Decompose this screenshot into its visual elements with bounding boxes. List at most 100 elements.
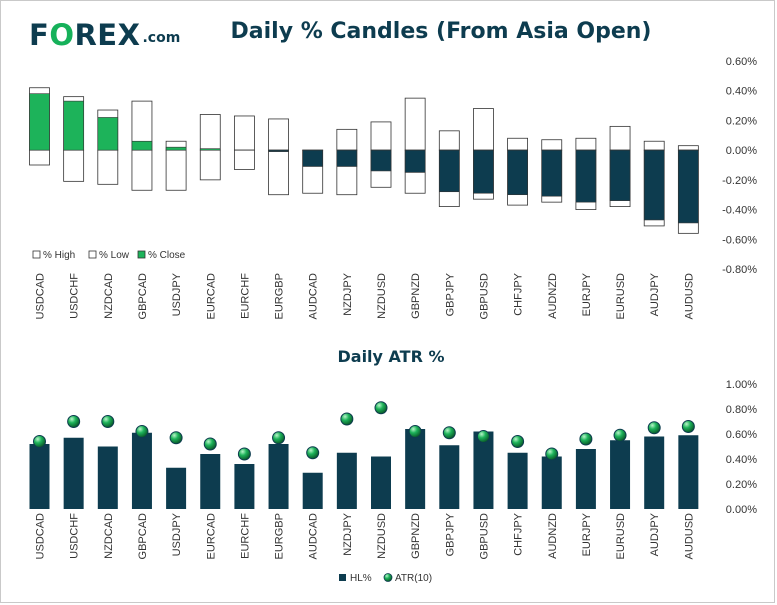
atr-marker bbox=[203, 437, 217, 451]
atr-hl-bar bbox=[439, 445, 460, 509]
candle-high-bar bbox=[575, 137, 597, 151]
atr-category-label: NZDJPY bbox=[342, 512, 354, 555]
candle-high-bar bbox=[438, 130, 460, 151]
candle-category-label: NZDCAD bbox=[103, 273, 115, 319]
atr-category-label: EURUSD bbox=[615, 513, 627, 560]
candle-category-label: GBPJPY bbox=[444, 272, 456, 316]
candle-y-tick: 0.20% bbox=[726, 115, 757, 127]
candle-y-tick: 0.60% bbox=[726, 56, 757, 68]
atr-category-label: NZDUSD bbox=[376, 513, 388, 559]
atr-hl-bar bbox=[97, 446, 118, 509]
candle-low-bar bbox=[29, 149, 50, 166]
atr-category-label: USDJPY bbox=[171, 512, 183, 556]
candle-low-bar bbox=[199, 149, 221, 181]
atr-category-label: USDCAD bbox=[35, 513, 47, 560]
candle-category-label: AUDCAD bbox=[308, 273, 320, 320]
candle-low-bar bbox=[63, 149, 85, 182]
candle-category-label: AUDJPY bbox=[649, 272, 661, 316]
candle-close-bar bbox=[131, 140, 153, 151]
atr-category-label: EURJPY bbox=[581, 512, 593, 556]
candle-high-bar bbox=[370, 121, 392, 151]
atr-marker bbox=[579, 432, 593, 446]
candle-category-label: NZDUSD bbox=[376, 273, 388, 319]
candle-close-bar bbox=[643, 149, 665, 221]
candle-category-label: USDJPY bbox=[171, 272, 183, 316]
atr-marker bbox=[67, 415, 81, 428]
candle-close-bar bbox=[678, 149, 699, 224]
candle-close-bar bbox=[507, 149, 528, 196]
candle-y-tick: -0.60% bbox=[722, 234, 757, 246]
candle-low-bar bbox=[165, 149, 187, 191]
atr-hl-bar bbox=[302, 472, 323, 509]
atr-category-label: GBPUSD bbox=[478, 513, 490, 560]
candle-high-bar bbox=[404, 97, 426, 151]
candle-category-label: USDCHF bbox=[69, 273, 81, 319]
candle-close-bar bbox=[302, 149, 324, 167]
atr-hl-bar bbox=[200, 454, 221, 509]
candle-legend-swatch bbox=[32, 250, 41, 259]
candle-legend-swatch bbox=[137, 250, 146, 259]
atr-hl-bar bbox=[610, 440, 631, 509]
atr-y-tick: 0.80% bbox=[726, 404, 757, 416]
atr-marker bbox=[101, 415, 115, 428]
atr-category-label: EURCHF bbox=[239, 513, 251, 559]
candle-low-bar bbox=[131, 149, 153, 191]
atr-hl-bar bbox=[234, 464, 255, 509]
candle-close-bar bbox=[609, 149, 631, 201]
candle-y-tick: 0.00% bbox=[726, 145, 757, 157]
atr-hl-bar bbox=[29, 444, 50, 509]
atr-hl-bar bbox=[541, 456, 562, 509]
atr-chart-title: Daily ATR % bbox=[337, 347, 445, 366]
atr-marker bbox=[613, 428, 627, 442]
candle-category-label: EURGBP bbox=[274, 273, 286, 319]
candle-high-bar bbox=[473, 108, 494, 151]
candle-close-bar bbox=[541, 149, 563, 197]
candle-category-label: EURJPY bbox=[581, 272, 593, 316]
atr-marker bbox=[169, 431, 183, 445]
chart-legends: % High % Low % Close HL% ATR(10) bbox=[32, 250, 432, 584]
atr-hl-bar bbox=[575, 449, 596, 509]
atr-hl-bar bbox=[371, 456, 391, 509]
candle-high-bar bbox=[541, 139, 563, 151]
atr-marker bbox=[306, 446, 320, 460]
candle-high-bar bbox=[507, 137, 529, 151]
candle-close-bar bbox=[199, 148, 221, 151]
atr-marker bbox=[545, 447, 559, 461]
candle-close-bar bbox=[473, 149, 494, 194]
atr-chart: 1.00% 0.80% 0.60% 0.40% 0.20% 0.00% USDCAD USDC… bbox=[29, 379, 757, 560]
atr-category-label: EURGBP bbox=[274, 513, 286, 559]
atr-hl-bar bbox=[336, 452, 357, 509]
atr-marker bbox=[647, 421, 661, 435]
atr-legend-marker bbox=[383, 573, 393, 582]
atr-hl-bar bbox=[166, 467, 187, 509]
atr-y-tick: 0.20% bbox=[726, 479, 757, 491]
candle-legend-label: % High bbox=[43, 250, 75, 261]
atr-y-tick: 0.00% bbox=[726, 504, 757, 516]
candle-high-bar bbox=[609, 125, 631, 151]
atr-marker bbox=[511, 435, 525, 448]
candle-low-bar bbox=[268, 149, 289, 196]
candle-chart-title: Daily % Candles (From Asia Open) bbox=[230, 19, 652, 44]
candle-y-tick: -0.20% bbox=[722, 175, 757, 187]
candle-high-bar bbox=[233, 115, 255, 151]
candle-close-bar bbox=[165, 146, 187, 151]
candle-category-label: AUDNZD bbox=[547, 273, 559, 319]
atr-marker bbox=[33, 435, 46, 448]
atr-marker bbox=[340, 412, 354, 426]
atr-hl-bar bbox=[678, 435, 699, 509]
atr-hl-bar bbox=[405, 429, 426, 509]
candle-close-bar bbox=[29, 93, 50, 151]
atr-category-label: GBPNZD bbox=[410, 513, 422, 559]
atr-category-label: EURCAD bbox=[205, 513, 217, 560]
atr-marker bbox=[442, 426, 456, 440]
atr-y-tick: 0.60% bbox=[726, 429, 757, 441]
candle-close-bar bbox=[268, 149, 289, 152]
atr-category-label: AUDCAD bbox=[308, 513, 320, 560]
candle-category-label: EURCHF bbox=[239, 273, 251, 319]
atr-marker bbox=[135, 425, 149, 438]
candle-high-bar bbox=[199, 114, 221, 151]
candle-chart: 0.60% 0.40% 0.20% 0.00% -0.20% -0.40% -0.60% -0… bbox=[29, 56, 757, 320]
atr-hl-bar bbox=[507, 452, 528, 509]
atr-marker bbox=[408, 425, 422, 438]
atr-marker bbox=[476, 430, 490, 443]
